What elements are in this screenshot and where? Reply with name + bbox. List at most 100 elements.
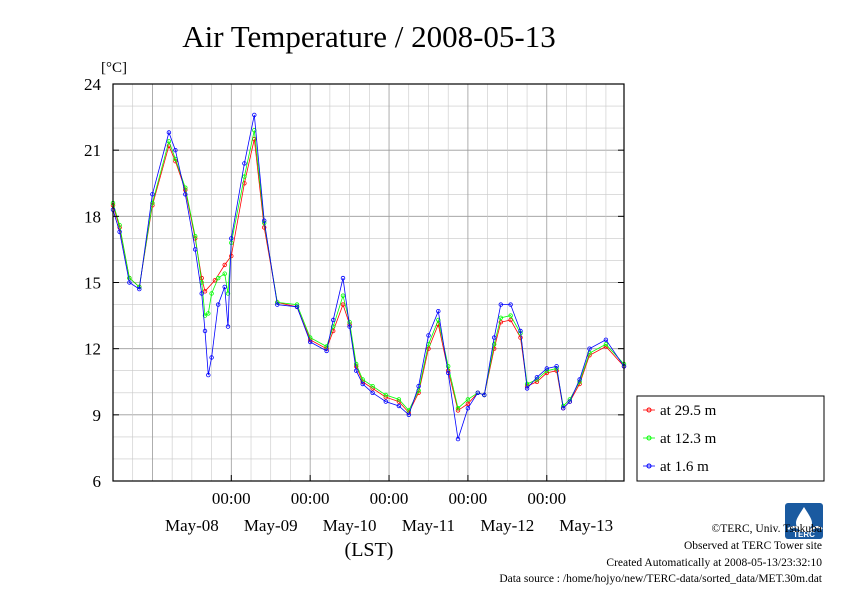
x-axis-label: (LST) [345, 539, 394, 561]
data-point [222, 262, 227, 268]
data-point [252, 112, 257, 118]
logo-drop-icon [796, 507, 812, 531]
data-point [426, 346, 431, 351]
data-point [482, 392, 487, 398]
data-point [475, 390, 480, 395]
data-point [209, 291, 214, 296]
data-point [215, 302, 221, 307]
y-tick-label: 9 [93, 406, 102, 425]
data-point [498, 302, 503, 307]
chart-title: Air Temperature / 2008-05-13 [182, 19, 555, 54]
data-point [396, 397, 402, 402]
data-point [294, 304, 300, 309]
series-layer [110, 112, 627, 442]
y-tick-label: 12 [84, 340, 101, 359]
credit-observed: Observed at TERC Tower site [684, 540, 822, 552]
data-point [324, 344, 329, 349]
y-tick-label: 24 [84, 75, 102, 94]
data-point [199, 291, 204, 296]
logo-text: TERC [793, 530, 815, 539]
data-point [183, 192, 188, 197]
legend-label: at 12.3 m [660, 431, 717, 447]
data-point [340, 293, 346, 298]
logo-wave-icon [787, 526, 823, 532]
data-point [324, 348, 329, 354]
y-tick-label: 21 [84, 141, 101, 160]
data-point [209, 355, 214, 360]
data-point [465, 401, 471, 406]
data-point [465, 397, 471, 402]
data-point [465, 406, 471, 411]
data-point [406, 412, 411, 417]
data-point [561, 406, 566, 411]
data-point [331, 317, 336, 323]
series-line [112, 114, 625, 440]
credit-created: Created Automatically at 2008-05-13/23:3… [606, 557, 822, 569]
data-point [215, 275, 221, 281]
legend-marker [646, 435, 652, 441]
data-point [166, 130, 172, 135]
x-tick-label: 00:00 [449, 489, 488, 508]
series-2 [110, 112, 627, 442]
data-point [192, 233, 198, 239]
data-point [587, 346, 592, 351]
data-point [137, 286, 142, 292]
data-point [554, 364, 559, 369]
day-label: May-12 [480, 516, 534, 535]
data-point [308, 339, 313, 345]
data-point [524, 386, 530, 391]
data-point [577, 377, 582, 382]
data-point [206, 311, 211, 316]
data-point [347, 324, 352, 329]
credit-copyright: ©TERC, Univ. Tsukuba [712, 523, 822, 535]
data-point [242, 174, 247, 179]
data-point [603, 337, 609, 342]
data-point [173, 147, 178, 153]
day-label: May-11 [402, 516, 455, 535]
series-line [112, 130, 625, 412]
x-tick-label: 00:00 [370, 489, 409, 508]
data-point [396, 403, 402, 409]
data-point [262, 225, 267, 230]
data-point [202, 289, 208, 294]
data-point [354, 361, 359, 367]
data-point [340, 275, 346, 281]
data-point [534, 379, 540, 384]
data-point [127, 275, 132, 281]
axis-ticks: 6 9 12 15 18 21 24 00:00 00:00 00:00 00:00 00:00 May… [84, 75, 624, 535]
data-point [416, 384, 421, 389]
terc-logo: TERC [785, 503, 823, 539]
data-point [508, 317, 513, 323]
legend-label: at 29.5 m [660, 403, 717, 419]
data-point [544, 366, 549, 371]
x-tick-label: 00:00 [527, 489, 566, 508]
data-point [262, 218, 267, 223]
data-point [222, 271, 227, 276]
day-label: May-09 [244, 516, 298, 535]
day-label: May-08 [165, 516, 219, 535]
x-tick-label: 00:00 [212, 489, 251, 508]
data-point [567, 399, 572, 404]
data-point [383, 392, 388, 398]
data-point [383, 399, 388, 404]
day-label: May-13 [559, 516, 613, 535]
data-point [498, 315, 503, 320]
data-point [206, 372, 211, 378]
data-point [242, 181, 247, 186]
data-point [534, 375, 540, 380]
data-point [436, 309, 441, 314]
data-point [492, 342, 497, 347]
legend-marker [646, 407, 652, 413]
data-point [225, 324, 231, 329]
data-point [508, 313, 513, 318]
data-point [117, 229, 122, 234]
data-point [202, 328, 208, 334]
data-point [202, 313, 208, 318]
data-point [498, 320, 503, 325]
data-point [455, 436, 461, 442]
data-point [603, 342, 609, 347]
data-point [426, 333, 431, 338]
data-point [275, 302, 280, 307]
data-point [455, 406, 461, 411]
